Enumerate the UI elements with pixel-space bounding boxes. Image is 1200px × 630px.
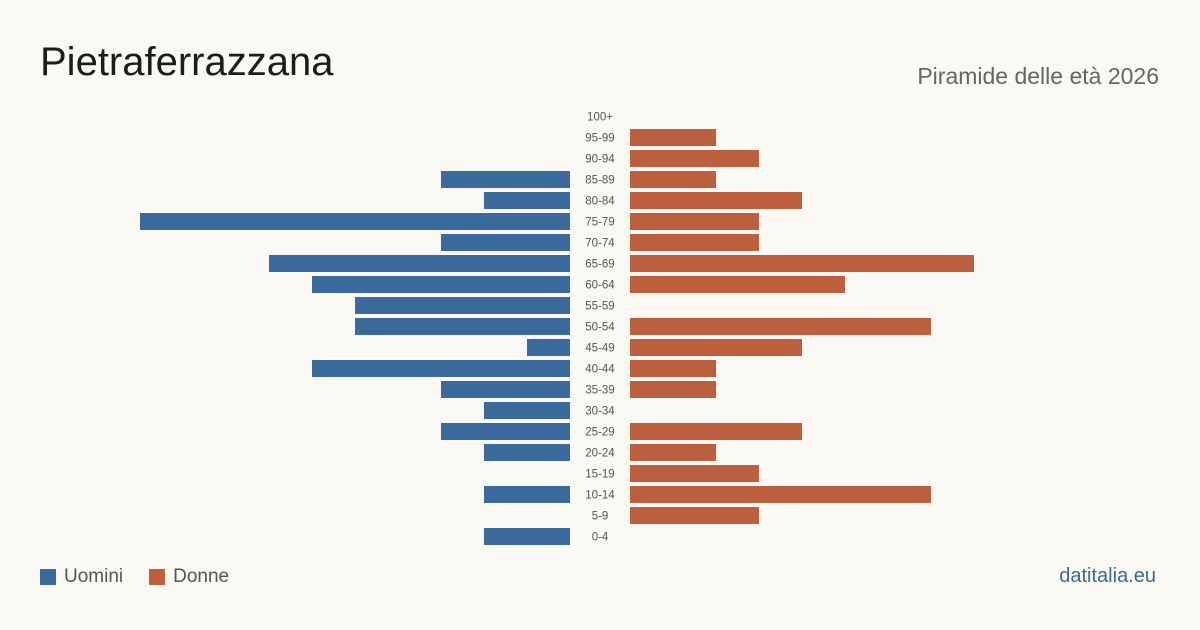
bar-women-45-49 [630, 339, 802, 356]
age-label-40-44: 40-44 [585, 364, 615, 376]
bar-women-35-39 [630, 381, 716, 398]
brand-link[interactable]: datitalia.eu [1059, 565, 1156, 587]
age-label-70-74: 70-74 [585, 238, 615, 250]
bar-women-40-44 [630, 360, 716, 377]
bar-women-85-89 [630, 171, 716, 188]
age-label-10-14: 10-14 [585, 490, 615, 502]
bar-women-75-79 [630, 213, 759, 230]
bar-men-80-84 [484, 192, 570, 209]
bar-men-0-4 [484, 528, 570, 545]
bar-women-80-84 [630, 192, 802, 209]
age-label-100plus: 100+ [587, 112, 613, 124]
age-label-30-34: 30-34 [585, 406, 615, 418]
chart-subtitle: Piramide delle età 2026 [917, 63, 1159, 89]
age-label-95-99: 95-99 [585, 133, 614, 145]
bar-women-5-9 [630, 507, 759, 524]
bar-men-35-39 [441, 381, 570, 398]
legend-item-women: Donne [149, 566, 229, 588]
age-label-90-94: 90-94 [585, 154, 615, 166]
bar-men-65-69 [269, 255, 570, 272]
age-label-5-9: 5-9 [592, 511, 609, 523]
bar-men-10-14 [484, 486, 570, 503]
legend: Uomini Donne [40, 566, 255, 588]
legend-label-women: Donne [173, 566, 230, 587]
age-label-75-79: 75-79 [585, 217, 614, 229]
bar-men-60-64 [312, 276, 570, 293]
age-label-20-24: 20-24 [585, 448, 615, 460]
women-bars [630, 129, 974, 524]
bar-women-60-64 [630, 276, 845, 293]
legend-label-men: Uomini [64, 566, 124, 587]
legend-item-men: Uomini [40, 566, 123, 588]
age-label-45-49: 45-49 [585, 343, 614, 355]
age-label-0-4: 0-4 [592, 532, 609, 544]
bar-women-65-69 [630, 255, 974, 272]
age-label-60-64: 60-64 [585, 280, 615, 292]
bar-men-30-34 [484, 402, 570, 419]
age-label-55-59: 55-59 [585, 301, 614, 313]
legend-swatch-men [40, 569, 56, 585]
bar-women-90-94 [630, 150, 759, 167]
bar-women-15-19 [630, 465, 759, 482]
chart-title: Pietraferrazzana [40, 40, 334, 84]
bar-men-75-79 [140, 213, 570, 230]
bar-men-70-74 [441, 234, 570, 251]
age-label-35-39: 35-39 [585, 385, 614, 397]
age-label-85-89: 85-89 [585, 175, 614, 187]
age-label-65-69: 65-69 [585, 259, 614, 271]
bar-women-25-29 [630, 423, 802, 440]
bar-men-85-89 [441, 171, 570, 188]
age-label-50-54: 50-54 [585, 322, 615, 334]
bar-women-20-24 [630, 444, 716, 461]
age-label-25-29: 25-29 [585, 427, 614, 439]
bar-men-45-49 [527, 339, 570, 356]
bar-women-95-99 [630, 129, 716, 146]
bar-men-25-29 [441, 423, 570, 440]
bar-men-20-24 [484, 444, 570, 461]
bar-men-55-59 [355, 297, 570, 314]
bar-women-70-74 [630, 234, 759, 251]
bar-women-10-14 [630, 486, 931, 503]
bar-men-40-44 [312, 360, 570, 377]
age-label-15-19: 15-19 [585, 469, 614, 481]
age-label-80-84: 80-84 [585, 196, 615, 208]
bar-men-50-54 [355, 318, 570, 335]
age-group-labels: 100+ 95-99 90-94 85-89 80-84 75-79 70-74 65-69 6… [585, 112, 615, 544]
men-bars [140, 171, 570, 545]
legend-swatch-women [149, 569, 166, 585]
bar-women-50-54 [630, 318, 931, 335]
